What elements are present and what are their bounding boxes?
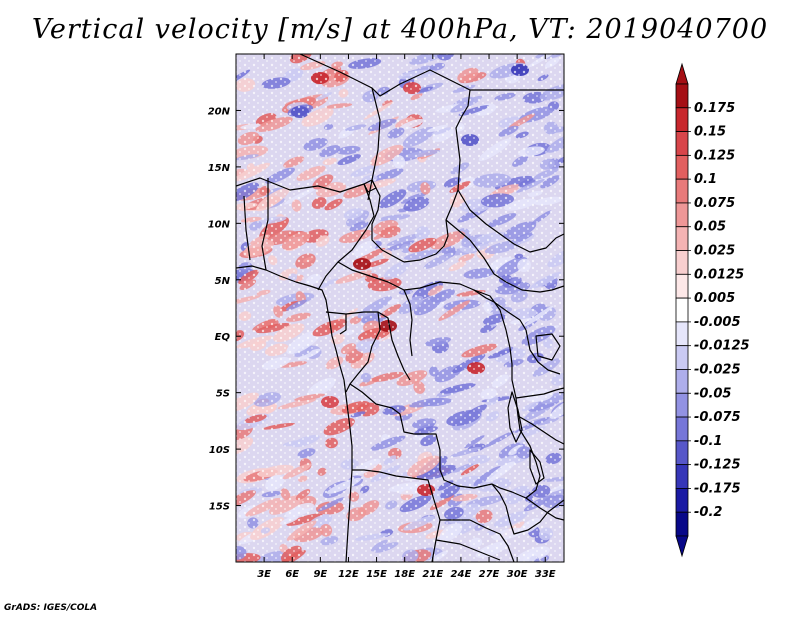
lon-tick-label: 15E bbox=[366, 569, 387, 580]
colorbar-top-arrow bbox=[675, 62, 689, 85]
colorbar-box bbox=[675, 488, 689, 513]
velocity-field bbox=[236, 54, 564, 562]
colorbar-box bbox=[675, 416, 689, 442]
colorbar-box bbox=[675, 511, 689, 537]
colorbar-label: 0.15 bbox=[694, 125, 726, 140]
colorbar-box bbox=[675, 273, 689, 299]
colorbar-box bbox=[675, 202, 689, 228]
map-title: Vertical velocity [m/s] at 400hPa, VT: 2… bbox=[31, 14, 769, 45]
colorbar-box bbox=[675, 464, 689, 489]
colorbar-box bbox=[675, 107, 689, 132]
lat-tick-label: 15S bbox=[209, 502, 230, 513]
lon-tick-label: 6E bbox=[285, 569, 299, 580]
colorbar-box bbox=[675, 154, 689, 180]
colorbar-label: -0.05 bbox=[694, 386, 731, 401]
colorbar-label: 0.005 bbox=[694, 291, 735, 306]
lat-tick-label: 5N bbox=[215, 276, 231, 287]
colorbar-box bbox=[675, 131, 689, 156]
lon-tick-label: 12E bbox=[338, 569, 359, 580]
colorbar-label: 0.025 bbox=[694, 244, 735, 259]
colorbar-label: -0.125 bbox=[694, 458, 741, 473]
lat-tick-label: 20N bbox=[208, 106, 231, 117]
colorbar-box bbox=[675, 321, 689, 347]
colorbar-label: -0.025 bbox=[694, 362, 741, 377]
colorbar-label: -0.0125 bbox=[694, 339, 750, 354]
colorbar-box bbox=[675, 250, 689, 275]
field-texture bbox=[236, 54, 564, 562]
colorbar-label: -0.005 bbox=[694, 315, 741, 330]
lon-tick-label: 27E bbox=[479, 569, 500, 580]
lon-tick-label: 3E bbox=[257, 569, 271, 580]
colorbar-label: -0.1 bbox=[694, 434, 722, 449]
lat-tick-label: 15N bbox=[208, 163, 231, 174]
colorbar-label: 0.175 bbox=[694, 101, 735, 116]
colorbar-bottom-arrow bbox=[675, 535, 689, 558]
colorbar-label: 0.05 bbox=[694, 220, 726, 235]
colorbar-label: -0.175 bbox=[694, 481, 741, 496]
lat-tick-label: EQ bbox=[215, 332, 231, 343]
colorbar-label: 0.125 bbox=[694, 148, 735, 163]
lat-tick-label: 10S bbox=[209, 445, 230, 456]
lon-tick-label: 18E bbox=[394, 569, 415, 580]
colorbar-label: -0.2 bbox=[694, 505, 722, 520]
map-frame bbox=[235, 53, 565, 563]
latitude-axis: 20N 15N 10N 5N EQ 5S 10S 15S bbox=[208, 106, 564, 513]
colorbar-box bbox=[675, 178, 689, 204]
country-borders bbox=[236, 54, 564, 562]
colorbar-box bbox=[675, 83, 689, 109]
colorbar-box bbox=[675, 369, 689, 394]
lon-tick-label: 24E bbox=[451, 569, 472, 580]
colorbar-label: 0.0125 bbox=[694, 267, 744, 282]
lon-tick-label: 21E bbox=[422, 569, 443, 580]
colorbar-label: 0.1 bbox=[694, 172, 717, 187]
lat-tick-label: 5S bbox=[216, 389, 230, 400]
colorbar-box bbox=[675, 392, 689, 418]
colorbar-box bbox=[675, 440, 689, 466]
longitude-axis: 3E 6E 9E 12E 15E 18E 21E 24E 27E 30E 33E bbox=[257, 54, 556, 580]
colorbar-box bbox=[675, 226, 689, 251]
colorbar-label: -0.075 bbox=[694, 410, 741, 425]
colorbar-box bbox=[675, 297, 689, 323]
lon-tick-label: 33E bbox=[535, 569, 556, 580]
lon-tick-label: 30E bbox=[507, 569, 528, 580]
lat-tick-label: 10N bbox=[208, 219, 231, 230]
colorbar-box bbox=[675, 345, 689, 370]
colorbar-label: 0.075 bbox=[694, 196, 735, 211]
grads-credit: GrADS: IGES/COLA bbox=[4, 603, 98, 613]
lon-tick-label: 9E bbox=[313, 569, 327, 580]
colorbar: 0.175 0.15 0.125 0.1 0.075 0.05 0.025 0.0125 0.0… bbox=[675, 62, 750, 558]
